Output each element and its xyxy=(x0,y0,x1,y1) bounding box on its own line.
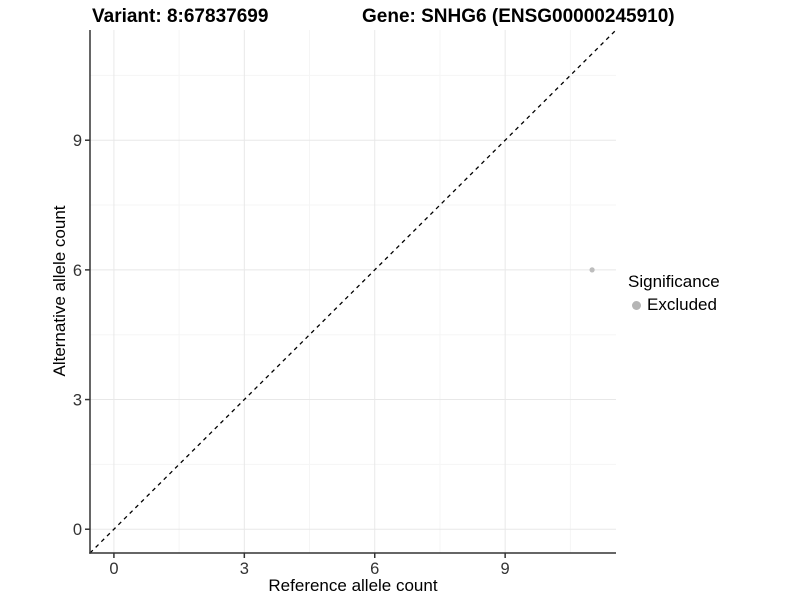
legend-point-icon xyxy=(632,300,641,310)
legend: Significance Excluded xyxy=(628,272,720,315)
y-tick-label: 9 xyxy=(73,132,82,150)
x-tick-label: 0 xyxy=(109,560,118,578)
gene-title: Gene: SNHG6 (ENSG00000245910) xyxy=(362,6,675,27)
y-axis-title: Alternative allele count xyxy=(50,205,69,377)
x-axis-title: Reference allele count xyxy=(268,576,438,595)
y-tick-label: 3 xyxy=(73,392,82,410)
data-point xyxy=(589,267,595,273)
y-tick-label: 6 xyxy=(73,262,82,280)
legend-entry-label: Excluded xyxy=(647,295,717,314)
identity-reference-line xyxy=(89,29,617,554)
x-tick-label: 3 xyxy=(240,560,249,578)
y-tick-label: 0 xyxy=(73,521,82,539)
legend-title: Significance xyxy=(628,272,720,291)
x-tick-label: 6 xyxy=(370,560,379,578)
x-tick-label: 9 xyxy=(501,560,510,578)
variant-title: Variant: 8:67837699 xyxy=(92,6,269,27)
legend-entry: Excluded xyxy=(628,295,720,315)
